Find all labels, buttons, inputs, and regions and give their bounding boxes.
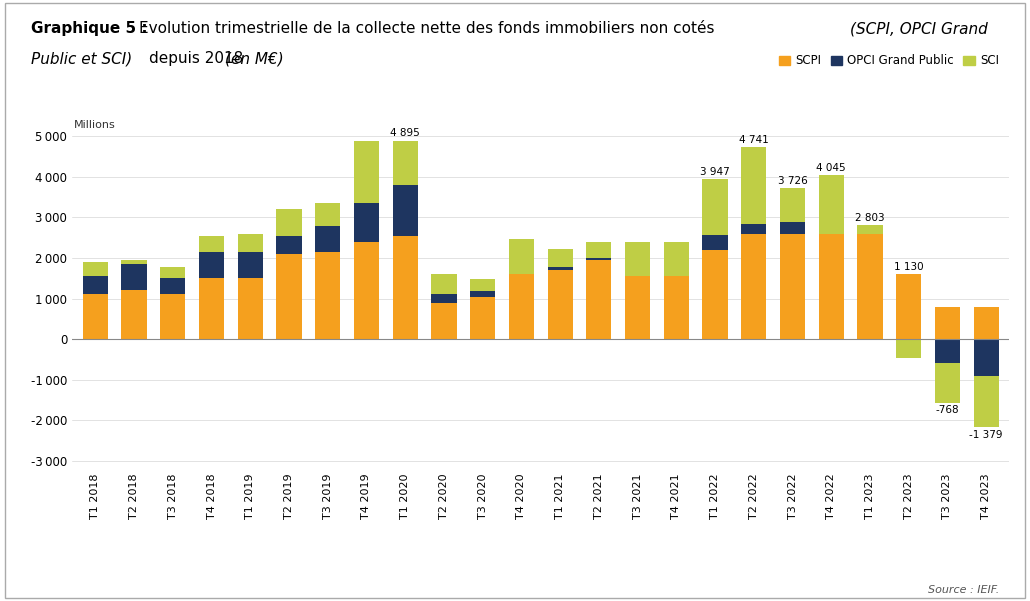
Bar bbox=[470, 296, 495, 339]
Bar bbox=[122, 260, 146, 264]
Bar bbox=[973, 376, 999, 427]
Text: -768: -768 bbox=[935, 405, 959, 415]
Bar bbox=[315, 252, 340, 339]
Bar bbox=[392, 236, 418, 339]
Bar bbox=[702, 179, 727, 234]
Text: Evolution trimestrielle de la collecte nette des fonds immobiliers non cotés: Evolution trimestrielle de la collecte n… bbox=[139, 21, 719, 36]
Bar bbox=[586, 242, 612, 258]
Text: 3 726: 3 726 bbox=[778, 176, 808, 186]
Bar bbox=[625, 242, 650, 276]
Bar bbox=[199, 236, 225, 252]
Bar bbox=[354, 203, 379, 242]
Bar bbox=[663, 242, 689, 276]
Bar bbox=[857, 225, 883, 234]
Text: 1 130: 1 130 bbox=[894, 262, 924, 272]
Text: 4 895: 4 895 bbox=[390, 129, 420, 138]
Bar bbox=[432, 294, 456, 304]
Bar bbox=[548, 267, 573, 270]
Text: -1 379: -1 379 bbox=[969, 430, 1003, 439]
Bar bbox=[586, 258, 612, 260]
Bar bbox=[819, 234, 844, 339]
Bar bbox=[470, 279, 495, 291]
Bar bbox=[432, 274, 456, 294]
Bar bbox=[742, 147, 766, 224]
Bar bbox=[973, 307, 999, 339]
Bar bbox=[702, 250, 727, 339]
Bar bbox=[315, 203, 340, 225]
Bar bbox=[315, 225, 340, 252]
Bar bbox=[82, 294, 108, 339]
Bar bbox=[276, 236, 302, 254]
Text: Millions: Millions bbox=[74, 120, 115, 130]
Text: depuis 2018: depuis 2018 bbox=[149, 51, 248, 66]
Bar bbox=[742, 224, 766, 234]
Bar bbox=[742, 234, 766, 339]
Bar bbox=[780, 188, 805, 222]
Bar bbox=[238, 234, 263, 252]
Bar bbox=[199, 252, 225, 278]
Bar bbox=[161, 267, 185, 278]
Text: 3 947: 3 947 bbox=[700, 167, 730, 177]
Bar bbox=[161, 294, 185, 339]
Bar bbox=[586, 260, 612, 339]
Legend: SCPI, OPCI Grand Public, SCI: SCPI, OPCI Grand Public, SCI bbox=[774, 49, 1003, 72]
Bar bbox=[857, 234, 883, 339]
Bar bbox=[276, 254, 302, 339]
Bar bbox=[780, 222, 805, 234]
Bar bbox=[238, 278, 263, 339]
Bar bbox=[509, 239, 534, 274]
Bar bbox=[935, 339, 960, 364]
Text: (en M€): (en M€) bbox=[225, 51, 283, 66]
Bar bbox=[973, 339, 999, 376]
Bar bbox=[819, 175, 844, 234]
Text: 2 803: 2 803 bbox=[855, 213, 885, 223]
Bar bbox=[354, 141, 379, 203]
Bar bbox=[509, 274, 534, 339]
Bar bbox=[122, 290, 146, 339]
Bar bbox=[199, 278, 225, 339]
Bar bbox=[161, 278, 185, 294]
Bar bbox=[896, 339, 921, 358]
Bar bbox=[935, 307, 960, 339]
Bar bbox=[392, 185, 418, 236]
Text: Graphique 5 :: Graphique 5 : bbox=[31, 21, 147, 36]
Bar bbox=[548, 249, 573, 267]
Bar bbox=[780, 234, 805, 339]
Bar bbox=[702, 234, 727, 250]
Text: 4 741: 4 741 bbox=[739, 135, 768, 145]
Bar bbox=[663, 276, 689, 339]
Bar bbox=[935, 364, 960, 403]
Bar bbox=[238, 252, 263, 278]
Bar bbox=[82, 276, 108, 294]
Bar bbox=[82, 262, 108, 276]
Bar bbox=[432, 304, 456, 339]
Text: 4 045: 4 045 bbox=[817, 163, 846, 173]
Bar bbox=[548, 270, 573, 339]
Bar bbox=[392, 141, 418, 185]
Bar bbox=[276, 209, 302, 236]
Bar bbox=[896, 274, 921, 339]
Bar bbox=[625, 276, 650, 339]
Text: Public et SCI): Public et SCI) bbox=[31, 51, 132, 66]
Bar bbox=[470, 291, 495, 296]
Bar bbox=[354, 242, 379, 339]
Text: (SCPI, OPCI Grand: (SCPI, OPCI Grand bbox=[850, 21, 988, 36]
Text: Source : IEIF.: Source : IEIF. bbox=[928, 585, 999, 595]
Bar bbox=[122, 264, 146, 290]
